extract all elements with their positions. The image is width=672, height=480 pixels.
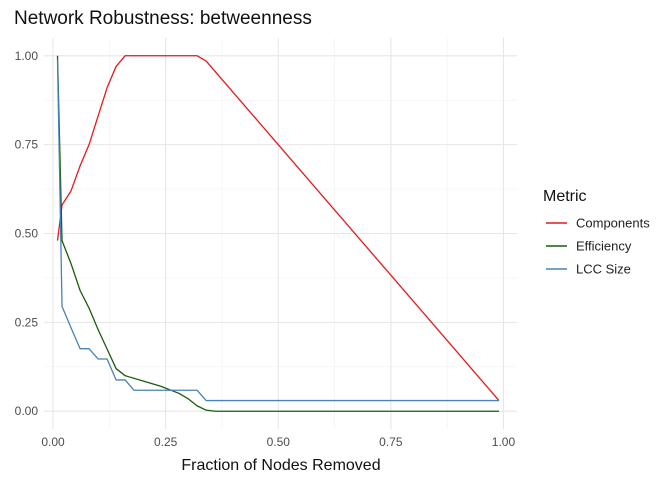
legend-label-components: Components xyxy=(576,216,650,231)
grid xyxy=(44,38,517,429)
x-tick-label: 0.50 xyxy=(267,435,291,449)
y-tick-label: 0.50 xyxy=(15,227,39,241)
x-tick-label: 0.00 xyxy=(41,435,65,449)
legend-label-lcc-size: LCC Size xyxy=(576,262,631,277)
legend: Metric Components Efficiency LCC Size xyxy=(543,188,650,277)
chart-title: Network Robustness: betweenness xyxy=(14,8,312,29)
x-tick-label: 1.00 xyxy=(492,435,516,449)
series-line-efficiency xyxy=(56,55,499,412)
legend-title: Metric xyxy=(543,188,587,205)
series-line-lcc-size xyxy=(56,59,499,402)
series-lines xyxy=(56,55,500,412)
y-tick-label: 0.75 xyxy=(15,138,39,152)
x-axis-title: Fraction of Nodes Removed xyxy=(181,457,380,474)
x-tick-label: 0.75 xyxy=(379,435,403,449)
y-tick-label: 0.00 xyxy=(15,404,39,418)
series-line-components xyxy=(56,55,500,401)
y-tick-label: 0.25 xyxy=(15,315,39,329)
tick-labels: 0.00 0.25 0.50 0.75 1.00 0.00 0.25 0.50 0.75 1.00 xyxy=(15,49,516,449)
y-tick-label: 1.00 xyxy=(15,49,39,63)
legend-label-efficiency: Efficiency xyxy=(576,239,632,254)
x-tick-label: 0.25 xyxy=(154,435,178,449)
